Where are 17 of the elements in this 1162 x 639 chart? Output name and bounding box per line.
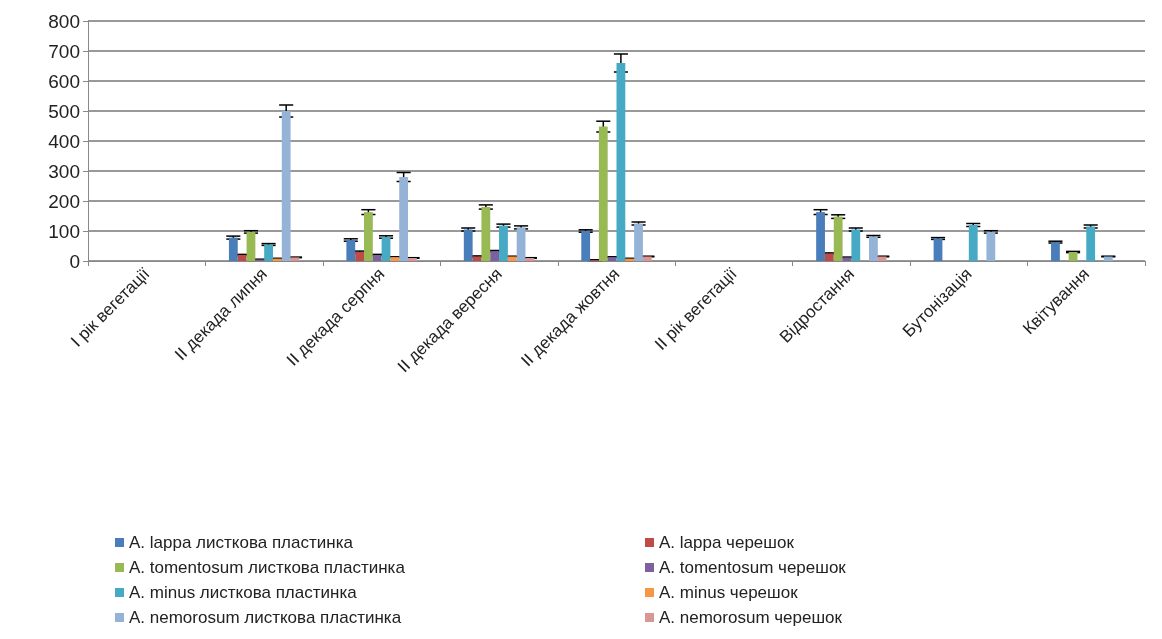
legend-label: A. nemorosum черешок <box>659 608 843 627</box>
y-tick-label: 500 <box>48 100 80 122</box>
legend-label: A. minus черешок <box>659 583 799 602</box>
legend-label: A. lappa черешок <box>659 533 795 552</box>
y-tick-label: 700 <box>48 40 80 62</box>
y-tick-label: 0 <box>69 250 80 272</box>
legend-label: A. nemorosum листкова пластинка <box>129 608 402 627</box>
y-tick-label: 100 <box>48 220 80 242</box>
y-tick-label: 800 <box>48 10 80 32</box>
legend-label: A. tomentosum черешок <box>659 558 847 577</box>
y-tick-label: 300 <box>48 160 80 182</box>
y-tick-label: 400 <box>48 130 80 152</box>
legend-label: A. tomentosum листкова пластинка <box>129 558 406 577</box>
legend-label: A. lappa листкова пластинка <box>129 533 354 552</box>
y-tick-label: 600 <box>48 70 80 92</box>
legend-label: A. minus листкова пластинка <box>129 583 358 602</box>
y-tick-label: 200 <box>48 190 80 212</box>
